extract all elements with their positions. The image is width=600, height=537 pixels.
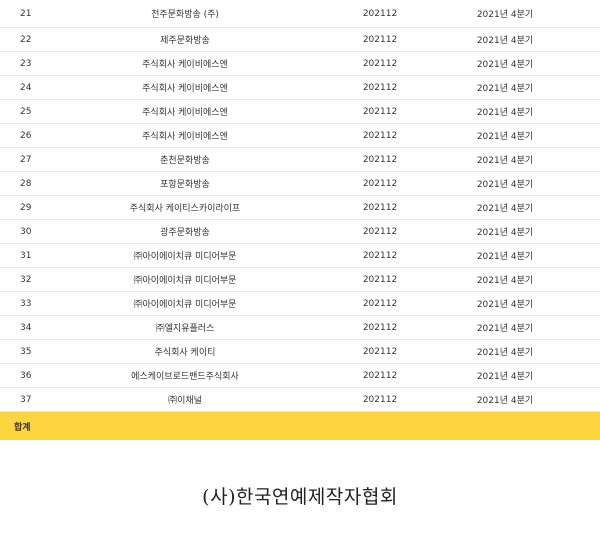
row-number: 34 (20, 322, 32, 333)
row-number: 35 (20, 346, 32, 357)
period-code: 202112 (362, 202, 398, 213)
quarter-label: 2021년 4분기 (476, 60, 534, 70)
station-name: 광주문화방송 (160, 228, 210, 238)
period-code: 202112 (362, 274, 398, 285)
period-code: 202112 (362, 250, 398, 261)
quarter-label: 2021년 4분기 (476, 84, 534, 94)
quarter-label: 2021년 4분기 (476, 348, 534, 358)
station-name: 에스케이브로드밴드주식회사 (131, 372, 239, 382)
station-name: 춘천문화방송 (160, 156, 210, 166)
row-number: 25 (20, 106, 32, 117)
row-number: 36 (20, 370, 32, 381)
row-number: 30 (20, 226, 32, 237)
footer-organization-name: (사)한국연예제작자협회 (202, 486, 398, 508)
station-name: 제주문화방송 (160, 36, 210, 46)
period-code: 202112 (362, 34, 398, 45)
row-number: 23 (20, 58, 32, 69)
quarter-label: 2021년 4분기 (476, 108, 534, 118)
station-name: ㈜아이에이치큐 미디어부문 (133, 300, 237, 310)
station-name: 주식회사 케이비에스엔 (142, 84, 228, 94)
row-number: 26 (20, 130, 32, 141)
quarter-label: 2021년 4분기 (476, 396, 534, 406)
quarter-label: 2021년 4분기 (476, 300, 534, 310)
total-row: 합계 (0, 412, 600, 440)
table-row: 33 ㈜아이에이치큐 미디어부문 202112 2021년 4분기 (0, 292, 600, 316)
station-name: ㈜이채널 (168, 396, 202, 406)
quarter-label: 2021년 4분기 (476, 204, 534, 214)
table-row: 28 포항문화방송 202112 2021년 4분기 (0, 172, 600, 196)
station-name: 주식회사 케이비에스엔 (142, 132, 228, 142)
station-name: 주식회사 케이비에스엔 (142, 108, 228, 118)
table-row: 34 ㈜엘지유플러스 202112 2021년 4분기 (0, 316, 600, 340)
row-number: 21 (20, 8, 32, 19)
quarter-label: 2021년 4분기 (476, 252, 534, 262)
row-number: 29 (20, 202, 32, 213)
row-number: 31 (20, 250, 32, 261)
quarter-label: 2021년 4분기 (476, 132, 534, 142)
table-row: 35 주식회사 케이티 202112 2021년 4분기 (0, 340, 600, 364)
row-number: 37 (20, 394, 32, 405)
period-code: 202112 (362, 298, 398, 309)
period-code: 202112 (362, 394, 398, 405)
table-row: 25 주식회사 케이비에스엔 202112 2021년 4분기 (0, 100, 600, 124)
row-number: 24 (20, 82, 32, 93)
station-name: 전주문화방송 (주) (151, 10, 219, 20)
table-row: 23 주식회사 케이비에스엔 202112 2021년 4분기 (0, 52, 600, 76)
station-name: ㈜아이에이치큐 미디어부문 (133, 252, 237, 262)
period-code: 202112 (362, 226, 398, 237)
quarter-label: 2021년 4분기 (476, 228, 534, 238)
table-row: 31 ㈜아이에이치큐 미디어부문 202112 2021년 4분기 (0, 244, 600, 268)
quarter-label: 2021년 4분기 (476, 372, 534, 382)
row-number: 22 (20, 34, 32, 45)
table-row: 30 광주문화방송 202112 2021년 4분기 (0, 220, 600, 244)
quarter-label: 2021년 4분기 (476, 36, 534, 46)
period-code: 202112 (362, 154, 398, 165)
table-row: 24 주식회사 케이비에스엔 202112 2021년 4분기 (0, 76, 600, 100)
row-number: 28 (20, 178, 32, 189)
table-row: 27 춘천문화방송 202112 2021년 4분기 (0, 148, 600, 172)
station-name: 주식회사 케이비에스엔 (142, 60, 228, 70)
period-code: 202112 (362, 82, 398, 93)
quarter-label: 2021년 4분기 (476, 276, 534, 286)
row-number: 32 (20, 274, 32, 285)
period-code: 202112 (362, 346, 398, 357)
quarter-label: 2021년 4분기 (476, 324, 534, 334)
period-code: 202112 (362, 8, 398, 19)
table-row: 32 ㈜아이에이치큐 미디어부문 202112 2021년 4분기 (0, 268, 600, 292)
station-name: 포항문화방송 (160, 180, 210, 190)
quarter-label: 2021년 4분기 (476, 10, 534, 20)
table-row: 26 주식회사 케이비에스엔 202112 2021년 4분기 (0, 124, 600, 148)
period-code: 202112 (362, 178, 398, 189)
table-row: 36 에스케이브로드밴드주식회사 202112 2021년 4분기 (0, 364, 600, 388)
table-row: 37 ㈜이채널 202112 2021년 4분기 (0, 388, 600, 412)
quarter-label: 2021년 4분기 (476, 180, 534, 190)
station-name: ㈜엘지유플러스 (155, 324, 215, 334)
table-row: 29 주식회사 케이티스카이라이프 202112 2021년 4분기 (0, 196, 600, 220)
quarter-label: 2021년 4분기 (476, 156, 534, 166)
period-code: 202112 (362, 130, 398, 141)
row-number: 27 (20, 154, 32, 165)
period-code: 202112 (362, 370, 398, 381)
row-number: 33 (20, 298, 32, 309)
total-label: 합계 (14, 422, 31, 433)
station-name: 주식회사 케이티 (154, 348, 216, 358)
station-name: 주식회사 케이티스카이라이프 (129, 204, 241, 214)
period-code: 202112 (362, 58, 398, 69)
period-code: 202112 (362, 322, 398, 333)
table-row: 22 제주문화방송 202112 2021년 4분기 (0, 28, 600, 52)
data-table: 21 전주문화방송 (주) 202112 2021년 4분기 22 제주문화방송 20211… (0, 0, 600, 412)
station-name: ㈜아이에이치큐 미디어부문 (133, 276, 237, 286)
table-row: 21 전주문화방송 (주) 202112 2021년 4분기 (0, 0, 600, 28)
period-code: 202112 (362, 106, 398, 117)
